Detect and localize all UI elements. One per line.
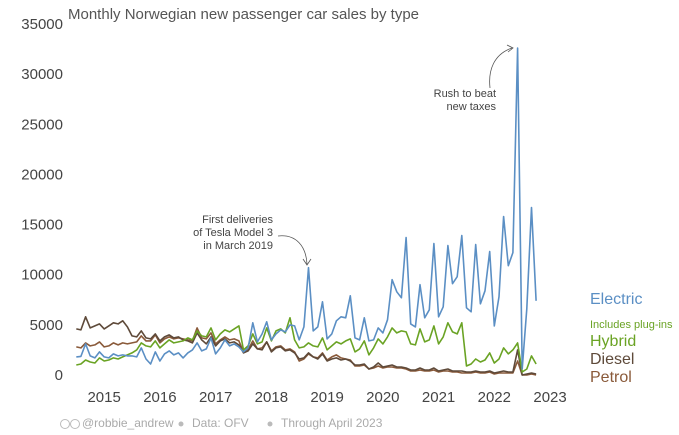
y-tick-label: 0 bbox=[55, 367, 63, 384]
x-tick-label: 2016 bbox=[143, 389, 176, 406]
by-icon bbox=[70, 419, 80, 429]
cc-icon bbox=[60, 419, 70, 429]
x-tick-label: 2017 bbox=[199, 389, 232, 406]
annotation-arrow bbox=[277, 235, 308, 265]
legend-label: Diesel bbox=[590, 351, 634, 368]
legend-label: Petrol bbox=[590, 369, 632, 386]
footer-date: Through April 2023 bbox=[281, 416, 383, 430]
series-line bbox=[76, 317, 537, 373]
arrow-head bbox=[506, 44, 514, 53]
annotation: Rush to beat bbox=[434, 88, 496, 100]
legend-note: Includes plug-ins bbox=[590, 319, 673, 331]
annotation: new taxes bbox=[446, 101, 496, 113]
footer-author: @robbie_andrew bbox=[82, 416, 174, 430]
x-tick-label: 2019 bbox=[310, 389, 343, 406]
annotation: First deliveries bbox=[202, 214, 273, 226]
y-tick-label: 15000 bbox=[21, 217, 63, 234]
y-tick-label: 20000 bbox=[21, 166, 63, 183]
legend-label: Electric bbox=[590, 291, 642, 308]
x-tick-label: 2020 bbox=[366, 389, 399, 406]
x-tick-label: 2022 bbox=[478, 389, 511, 406]
y-tick-label: 30000 bbox=[21, 66, 63, 83]
footer-source: Data: OFV bbox=[192, 416, 249, 430]
x-tick-label: 2015 bbox=[87, 389, 120, 406]
y-tick-label: 5000 bbox=[30, 317, 63, 334]
annotation-arrow bbox=[489, 47, 513, 89]
y-tick-label: 35000 bbox=[21, 16, 63, 33]
footer: @robbie_andrew Data: OFV Through April 2… bbox=[60, 416, 383, 430]
x-tick-label: 2021 bbox=[422, 389, 455, 406]
series-line bbox=[76, 327, 537, 376]
y-tick-label: 25000 bbox=[21, 116, 63, 133]
bullet bbox=[178, 421, 184, 427]
bullet bbox=[267, 421, 273, 427]
chart-title: Monthly Norwegian new passenger car sale… bbox=[68, 6, 419, 23]
annotation: in March 2019 bbox=[203, 240, 273, 252]
annotation: of Tesla Model 3 bbox=[193, 227, 273, 239]
x-tick-label: 2023 bbox=[533, 389, 566, 406]
series-line bbox=[76, 47, 537, 370]
y-tick-label: 10000 bbox=[21, 267, 63, 284]
x-tick-label: 2018 bbox=[255, 389, 288, 406]
legend-label: Hybrid bbox=[590, 333, 636, 350]
arrow-head bbox=[302, 258, 312, 266]
series-line bbox=[76, 316, 537, 376]
